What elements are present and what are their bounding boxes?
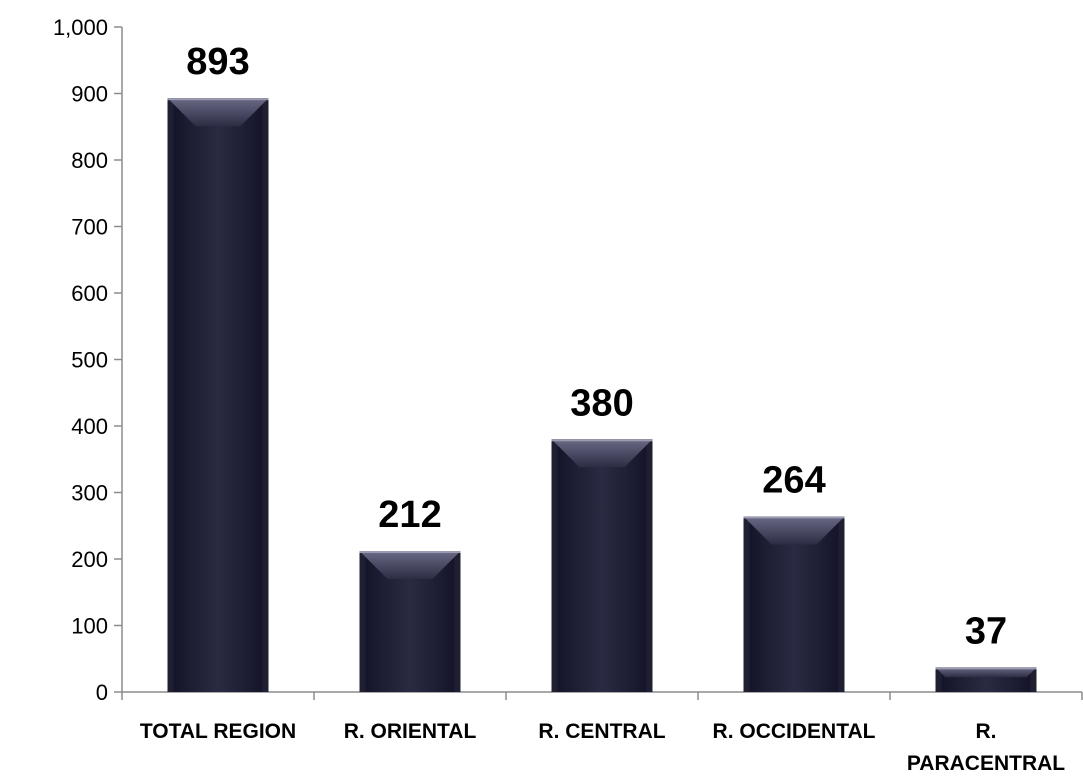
x-tick-label: R. OCCIDENTAL <box>713 720 876 743</box>
bar-highlight <box>551 439 653 442</box>
bar-highlight <box>935 667 1037 670</box>
x-tick-label-line: R. OCCIDENTAL <box>713 720 876 743</box>
y-tick-label: 500 <box>71 348 108 373</box>
y-tick-label: 400 <box>71 414 108 439</box>
x-tick-label-line: TOTAL REGION <box>140 720 296 743</box>
y-tick-label: 0 <box>96 680 108 705</box>
bar-bevel <box>167 98 269 127</box>
bar-highlight <box>167 98 269 101</box>
data-label: 37 <box>965 610 1007 652</box>
bar-bevel <box>935 667 1037 678</box>
bar-shading <box>173 100 263 692</box>
y-axis: 0 100 200 300 400 500 600 700 800 900 1,000 <box>53 15 123 705</box>
bar <box>551 439 653 692</box>
x-tick-label: R. PARACENTRAL <box>907 720 1065 775</box>
bar <box>359 551 461 692</box>
y-tick-label: 800 <box>71 148 108 173</box>
x-tick-label: R. ORIENTAL <box>344 720 477 743</box>
x-tick-label-line: R. CENTRAL <box>538 720 665 743</box>
x-tick-label-line: R. <box>976 720 997 743</box>
y-tick-label: 200 <box>71 547 108 572</box>
bars <box>167 98 1037 692</box>
y-tick-label: 100 <box>71 614 108 639</box>
bar <box>743 516 845 692</box>
bar-highlight <box>359 551 461 554</box>
bar <box>935 667 1037 692</box>
data-label: 380 <box>570 382 633 424</box>
x-tick-label-line: PARACENTRAL <box>907 752 1065 775</box>
bar-shading <box>749 518 839 692</box>
data-label: 264 <box>762 459 825 501</box>
data-label: 212 <box>378 494 441 536</box>
y-tick-label: 700 <box>71 215 108 240</box>
bar-bevel <box>551 439 653 468</box>
y-tick-label: 900 <box>71 82 108 107</box>
x-tick-label: R. CENTRAL <box>538 720 665 743</box>
bar-bevel <box>359 551 461 580</box>
y-tick-label: 1,000 <box>53 15 108 40</box>
data-label: 893 <box>186 41 249 83</box>
y-tick-label: 600 <box>71 281 108 306</box>
data-labels: 893 212 380 264 37 <box>186 41 1007 652</box>
bar-shading <box>557 441 647 692</box>
bar-highlight <box>743 516 845 519</box>
bar-bevel <box>743 516 845 545</box>
y-tick-label: 300 <box>71 481 108 506</box>
x-axis: TOTAL REGION R. ORIENTAL R. CENTRAL R. OCCI… <box>121 691 1083 775</box>
x-tick-label: TOTAL REGION <box>140 720 296 743</box>
bar <box>167 98 269 692</box>
x-tick-label-line: R. ORIENTAL <box>344 720 477 743</box>
